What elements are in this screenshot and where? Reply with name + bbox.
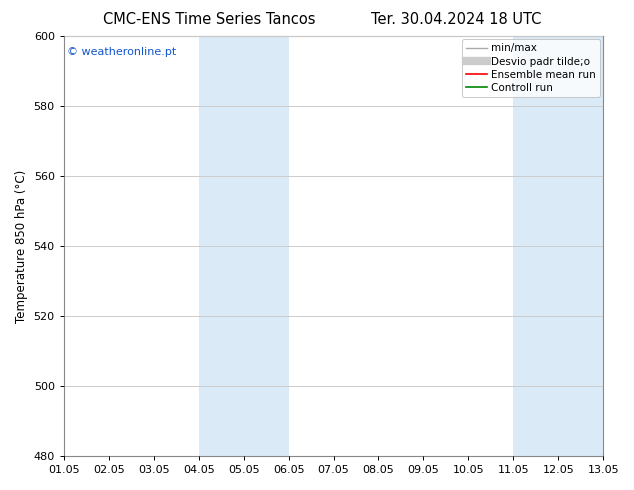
Text: Ter. 30.04.2024 18 UTC: Ter. 30.04.2024 18 UTC [372,12,541,27]
Y-axis label: Temperature 850 hPa (°C): Temperature 850 hPa (°C) [15,170,28,323]
Bar [198,36,288,456]
Bar [514,36,603,456]
Legend: min/max, Desvio padr tilde;o, Ensemble mean run, Controll run: min/max, Desvio padr tilde;o, Ensemble m… [462,39,600,97]
Text: CMC-ENS Time Series Tancos: CMC-ENS Time Series Tancos [103,12,316,27]
Text: © weatheronline.pt: © weatheronline.pt [67,47,176,57]
